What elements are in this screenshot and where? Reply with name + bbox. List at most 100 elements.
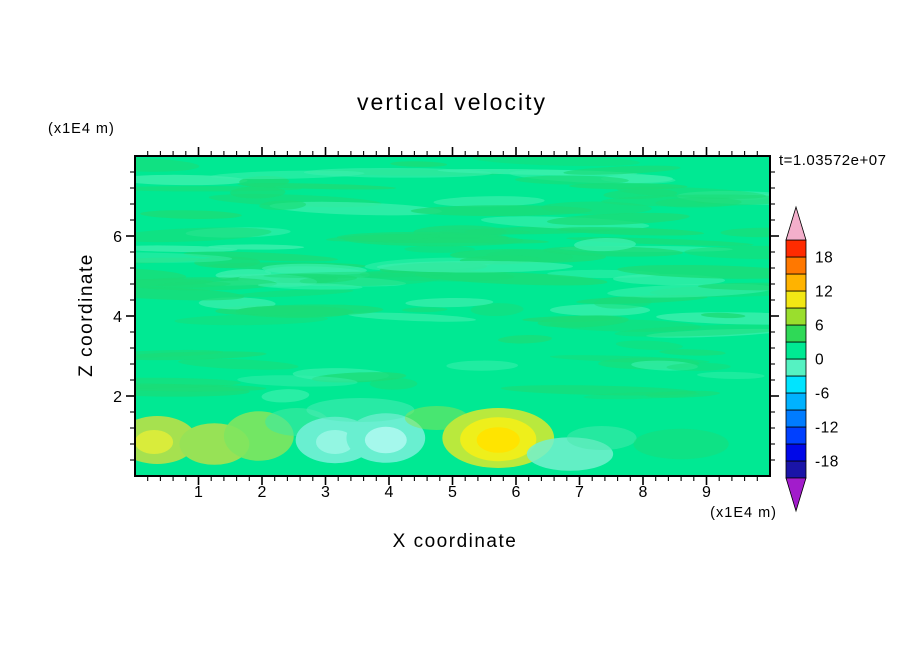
colorbar-segment [785,460,807,479]
field-streak [359,269,515,282]
field-streak [135,351,267,361]
field-streak [156,281,231,288]
field-streak [326,233,441,242]
field-blob [364,426,407,454]
x-tick-label: 5 [448,484,457,501]
field-blob [315,430,355,454]
colorbar-label: -12 [815,420,839,437]
field-blob [135,430,174,454]
field-streak [405,297,494,308]
field-streak [404,245,476,253]
chart-title: vertical velocity [357,89,547,115]
x-tick-label: 1 [194,484,203,501]
colorbar-arrow-bottom [785,477,807,513]
field-streak [135,268,187,281]
field-streak [446,360,518,371]
field-streak [646,328,770,338]
field-streak [198,297,276,310]
field-streak [135,257,204,264]
colorbar-segment [785,341,807,360]
colorbar-segment [785,290,807,309]
field-streak [194,256,261,269]
x-tick-label: 7 [575,484,584,501]
x-tick-label: 2 [258,484,267,501]
timestamp: t=1.03572e+07 [779,152,886,169]
field-streak [697,371,765,379]
colorbar-segment [785,273,807,292]
field-streak [257,282,363,290]
colorbar-arrow-top [785,205,807,241]
field-streak [563,165,681,175]
y-axis-unit: (x1E4 m) [48,121,115,137]
field-streak [135,227,272,243]
colorbar-segment [785,426,807,445]
field-streak [537,315,629,328]
field-streak [631,360,698,371]
field-streak [684,245,770,260]
field-streak [234,289,354,298]
x-axis-label: X coordinate [393,531,518,552]
field-streak [500,385,697,396]
colorbar-segment [785,443,807,462]
field-streak [556,227,705,236]
field-streak [594,296,652,309]
field-streak [261,389,310,403]
plot-frame [134,155,771,477]
field-streak [135,158,200,172]
field-streak [617,264,770,279]
field-streak [230,186,286,199]
field-streak [376,260,573,273]
field-streak [303,167,493,178]
field-streak [470,303,524,317]
field-blob [306,398,415,422]
y-tick-label: 2 [113,389,122,406]
field-streak [546,212,690,226]
x-tick-label: 9 [702,484,711,501]
colorbar-label: -6 [815,386,830,403]
field-streak [369,377,418,390]
field-streak [542,246,683,257]
field-streak [174,314,328,326]
field-streak [656,312,770,325]
field-streak [659,349,726,356]
field-streak [540,201,652,215]
field-streak [615,340,683,350]
field-streak [655,197,742,208]
colorbar-segment [785,409,807,428]
x-axis-unit: (x1E4 m) [710,505,777,521]
field-streak [614,324,770,337]
field-streak [135,252,233,263]
colorbar-segment [785,358,807,377]
field-streak [390,161,448,167]
field-blob [476,427,520,453]
field-streak [569,183,688,190]
field-blob [633,428,729,460]
plot-border [134,155,771,477]
x-tick-label: 3 [321,484,330,501]
colorbar-label: 6 [815,318,824,335]
field-blob [566,426,637,450]
colorbar-label: -18 [815,454,839,471]
field-streak [178,358,299,370]
field-streak [263,271,453,279]
field-streak [514,175,629,185]
field-streak [700,312,746,319]
field-streak [237,375,358,387]
x-tick-label: 6 [512,484,521,501]
colorbar-label: 0 [815,352,824,369]
y-tick-label: 6 [113,229,122,246]
field-streak [348,312,476,322]
y-axis-label: Z coordinate [76,253,97,377]
field-streak [402,307,448,313]
field-streak [666,362,731,371]
colorbar-segment [785,324,807,343]
field-streak [471,156,640,167]
colorbar-segment [785,239,807,258]
axis-tick-labels: 1 2 3 4 5 6 7 8 9 2 4 6 [113,229,711,501]
y-tick-label: 4 [113,309,122,326]
colorbar-segment [785,256,807,275]
plot-field [135,156,770,476]
field-streak [299,273,441,287]
colorbar: 18 12 6 0 -6 -12 -18 [785,205,839,513]
